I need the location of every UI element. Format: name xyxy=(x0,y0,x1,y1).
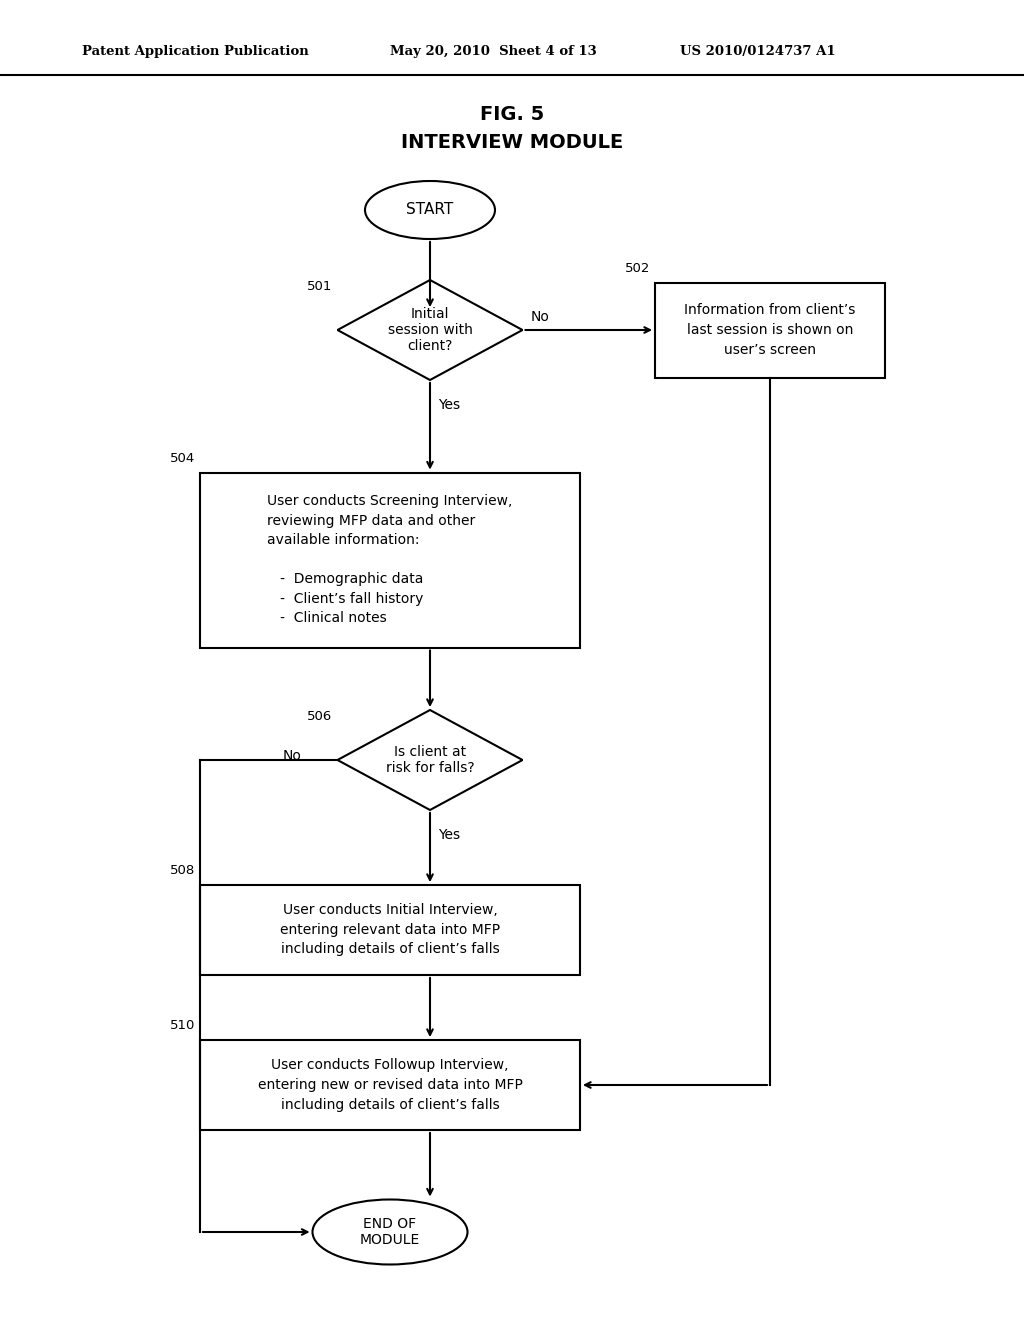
Text: 508: 508 xyxy=(170,865,195,876)
Text: Yes: Yes xyxy=(438,399,460,412)
Text: May 20, 2010  Sheet 4 of 13: May 20, 2010 Sheet 4 of 13 xyxy=(390,45,597,58)
Text: START: START xyxy=(407,202,454,218)
Text: 504: 504 xyxy=(170,451,195,465)
Text: 501: 501 xyxy=(307,280,333,293)
Text: 510: 510 xyxy=(170,1019,195,1032)
Text: User conducts Initial Interview,
entering relevant data into MFP
including detai: User conducts Initial Interview, enterin… xyxy=(280,903,500,957)
Bar xyxy=(200,473,580,648)
Text: 506: 506 xyxy=(307,710,333,723)
Text: END OF
MODULE: END OF MODULE xyxy=(359,1217,420,1247)
Text: FIG. 5: FIG. 5 xyxy=(480,106,544,124)
Bar xyxy=(200,884,580,975)
Text: 502: 502 xyxy=(625,261,650,275)
Bar xyxy=(655,282,885,378)
Text: No: No xyxy=(283,748,301,763)
Text: Yes: Yes xyxy=(438,828,460,842)
Text: User conducts Screening Interview,
reviewing MFP data and other
available inform: User conducts Screening Interview, revie… xyxy=(267,495,513,626)
Bar xyxy=(200,1040,580,1130)
Text: Patent Application Publication: Patent Application Publication xyxy=(82,45,309,58)
Text: Initial
session with
client?: Initial session with client? xyxy=(387,306,472,354)
Text: INTERVIEW MODULE: INTERVIEW MODULE xyxy=(400,132,624,152)
Text: No: No xyxy=(530,310,549,323)
Text: Is client at
risk for falls?: Is client at risk for falls? xyxy=(386,744,474,775)
Text: US 2010/0124737 A1: US 2010/0124737 A1 xyxy=(680,45,836,58)
Text: Information from client’s
last session is shown on
user’s screen: Information from client’s last session i… xyxy=(684,304,856,356)
Text: User conducts Followup Interview,
entering new or revised data into MFP
includin: User conducts Followup Interview, enteri… xyxy=(258,1059,522,1111)
